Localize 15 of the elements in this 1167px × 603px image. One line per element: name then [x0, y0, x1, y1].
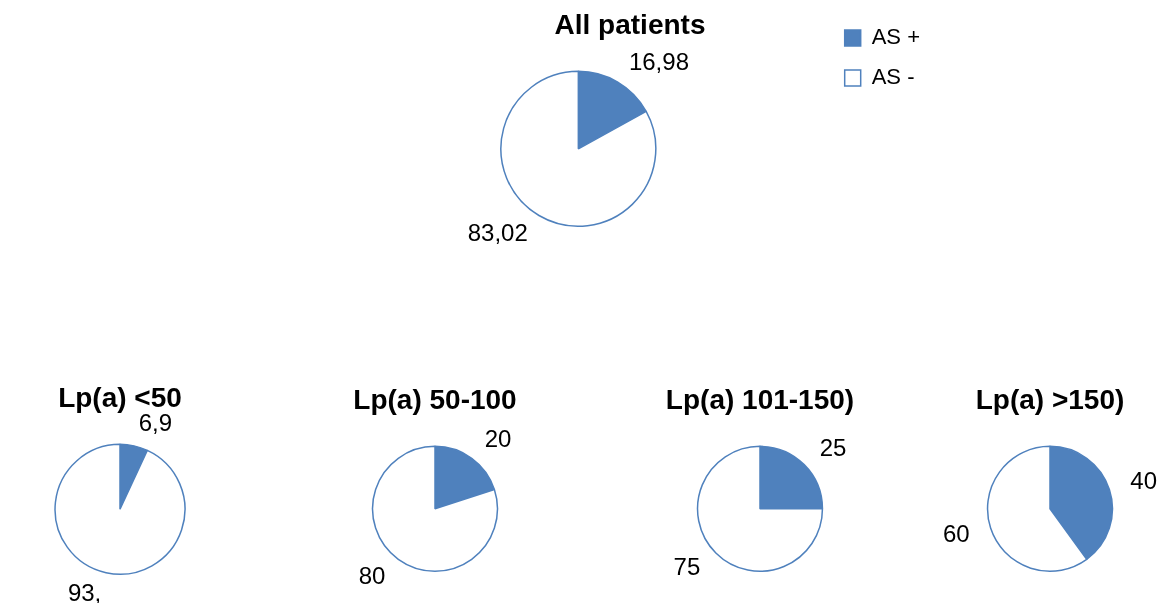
- data-label: 93,: [67, 578, 102, 603]
- data-label: 16,98: [628, 47, 689, 75]
- chart-title: Lp(a) >150): [975, 383, 1125, 415]
- chart-title: Lp(a) 50-100: [353, 383, 517, 415]
- data-label: 40: [1130, 467, 1158, 495]
- data-label: 75: [673, 553, 701, 581]
- data-label: 25: [819, 433, 847, 461]
- chart-title: All patients: [554, 8, 706, 40]
- chart-title: Lp(a) 101-150): [665, 383, 855, 415]
- data-label: 80: [358, 561, 386, 589]
- legend-label: AS -: [871, 64, 915, 90]
- data-label: 60: [942, 519, 970, 547]
- data-label: 83,02: [467, 219, 528, 247]
- data-label: 20: [484, 425, 512, 453]
- legend-label: AS +: [871, 24, 920, 50]
